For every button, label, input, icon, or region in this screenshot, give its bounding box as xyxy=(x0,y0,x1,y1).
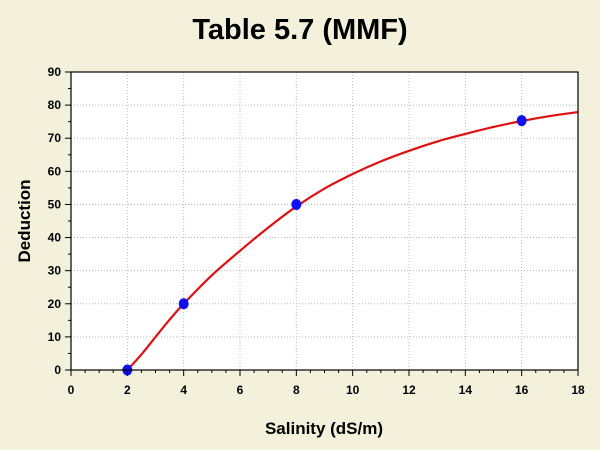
x-tick-label: 4 xyxy=(180,383,187,397)
plot-background xyxy=(71,72,578,370)
x-tick-label: 6 xyxy=(237,383,244,397)
y-tick-label: 0 xyxy=(54,363,61,377)
y-tick-label: 20 xyxy=(48,297,62,311)
data-point xyxy=(291,198,302,210)
y-tick-label: 70 xyxy=(48,131,62,145)
data-point xyxy=(516,115,527,127)
x-tick-label: 12 xyxy=(402,383,416,397)
x-tick-label: 2 xyxy=(124,383,131,397)
x-tick-label: 16 xyxy=(515,383,529,397)
y-tick-label: 90 xyxy=(48,65,62,79)
y-tick-label: 30 xyxy=(48,264,62,278)
fitted-curve-layer xyxy=(126,110,579,371)
x-tick-labels: 0 2 4 6 8 10 12 14 16 18 xyxy=(68,383,585,397)
axis-ticks xyxy=(65,71,579,376)
y-axis-title: Deduction xyxy=(15,179,34,262)
x-axis-title: Salinity (dS/m) xyxy=(265,419,383,438)
x-tick-label: 14 xyxy=(459,383,473,397)
y-tick-label: 50 xyxy=(48,197,62,211)
x-tick-label: 18 xyxy=(571,383,585,397)
fitted-curve xyxy=(126,110,579,371)
data-point xyxy=(178,298,189,310)
chart-title: Table 5.7 (MMF) xyxy=(192,14,408,46)
x-tick-label: 10 xyxy=(346,383,360,397)
y-tick-label: 10 xyxy=(48,330,62,344)
y-tick-labels: 0 10 20 30 40 50 60 70 80 90 xyxy=(48,65,62,377)
y-tick-label: 80 xyxy=(48,98,62,112)
data-points xyxy=(122,115,527,376)
x-tick-label: 0 xyxy=(68,383,75,397)
y-tick-label: 40 xyxy=(48,231,62,245)
y-tick-label: 60 xyxy=(48,164,62,178)
x-tick-label: 8 xyxy=(293,383,300,397)
